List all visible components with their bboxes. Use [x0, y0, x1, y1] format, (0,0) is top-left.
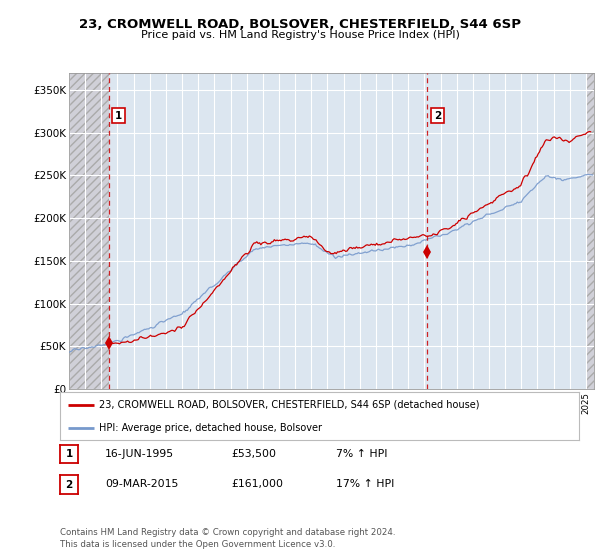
Text: Contains HM Land Registry data © Crown copyright and database right 2024.
This d: Contains HM Land Registry data © Crown c… [60, 528, 395, 549]
Text: £161,000: £161,000 [231, 479, 283, 489]
Text: 1: 1 [65, 449, 73, 459]
Text: 23, CROMWELL ROAD, BOLSOVER, CHESTERFIELD, S44 6SP (detached house): 23, CROMWELL ROAD, BOLSOVER, CHESTERFIEL… [99, 400, 479, 410]
Text: 23, CROMWELL ROAD, BOLSOVER, CHESTERFIELD, S44 6SP: 23, CROMWELL ROAD, BOLSOVER, CHESTERFIEL… [79, 17, 521, 31]
Text: 2: 2 [65, 480, 73, 489]
Bar [69, 73, 109, 389]
Bar [586, 73, 594, 389]
Text: 1: 1 [115, 110, 122, 120]
Text: HPI: Average price, detached house, Bolsover: HPI: Average price, detached house, Bols… [99, 423, 322, 433]
Text: 09-MAR-2015: 09-MAR-2015 [105, 479, 178, 489]
Text: £53,500: £53,500 [231, 449, 276, 459]
Text: 17% ↑ HPI: 17% ↑ HPI [336, 479, 394, 489]
Text: 2: 2 [434, 110, 441, 120]
Text: 7% ↑ HPI: 7% ↑ HPI [336, 449, 388, 459]
Text: Price paid vs. HM Land Registry's House Price Index (HPI): Price paid vs. HM Land Registry's House … [140, 30, 460, 40]
Text: 16-JUN-1995: 16-JUN-1995 [105, 449, 174, 459]
